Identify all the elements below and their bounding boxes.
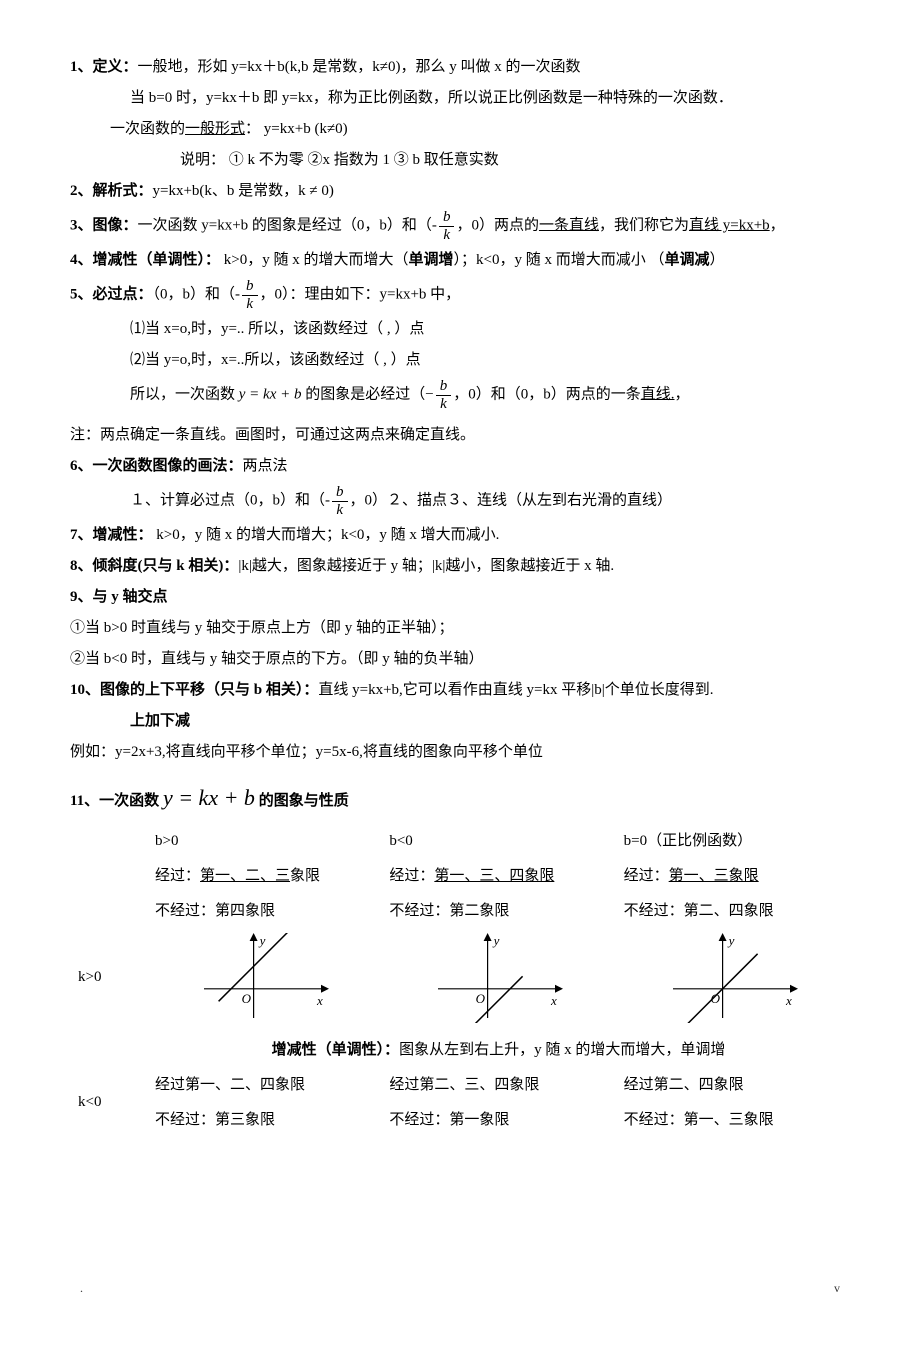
sec-6-l1: １、计算必过点（0，b）和（-bk，0）２、描点３、连线（从左到右光滑的直线） bbox=[70, 484, 850, 518]
def-line3: 一次函数的一般形式： y=kx+b (k≠0) bbox=[70, 116, 850, 143]
table-row: 不经过：第四象限 不经过：第二象限 不经过：第二、四象限 bbox=[70, 894, 850, 929]
sec-10: 10、图像的上下平移（只与 b 相关）：直线 y=kx+b,它可以看作由直线 y… bbox=[70, 677, 850, 704]
k-pos-label: k>0 bbox=[70, 929, 147, 1027]
properties-table: b>0 b<0 b=0（正比例函数） 经过：第一、二、三象限 经过：第一、三、四… bbox=[70, 824, 850, 1138]
def-line4: 说明： ① k 不为零 ②x 指数为 1 ③ b 取任意实数 bbox=[70, 147, 850, 174]
svg-text:x: x bbox=[785, 992, 792, 1007]
col-b-zero: b=0（正比例函数） bbox=[616, 824, 850, 859]
sec-9-l1: ①当 b>0 时直线与 y 轴交于原点上方（即 y 轴的正半轴）； bbox=[70, 615, 850, 642]
sec-8: 8、倾斜度(只与 k 相关)：|k|越大，图象越接近于 y 轴；|k|越小，图象… bbox=[70, 553, 850, 580]
sec-5-l2: ⑵当 y=o,时，x=..所以，该函数经过（ , ）点 bbox=[70, 347, 850, 374]
table-row: 不经过：第三象限 不经过：第一象限 不经过：第一、三象限 bbox=[70, 1103, 850, 1138]
sec-5-l1: ⑴当 x=o,时，y=.. 所以，该函数经过（ , ）点 bbox=[70, 316, 850, 343]
fraction-b-k: bk bbox=[436, 378, 452, 412]
sec-10-sub: 上加下减 bbox=[70, 708, 850, 735]
table-row: 经过：第一、二、三象限 经过：第一、三、四象限 经过：第一、三象限 bbox=[70, 859, 850, 894]
page-footer: . v bbox=[70, 1278, 850, 1300]
sec-6: 6、一次函数图像的画法：两点法 bbox=[70, 453, 850, 480]
fraction-b-k: bk bbox=[439, 209, 455, 243]
k-neg-label: k<0 bbox=[70, 1068, 147, 1138]
svg-text:x: x bbox=[550, 992, 557, 1007]
svg-text:x: x bbox=[316, 992, 323, 1007]
svg-text:O: O bbox=[710, 990, 720, 1005]
sec-2: 2、解析式：y=kx+b(k、b 是常数，k ≠ 0) bbox=[70, 178, 850, 205]
graph-kpos-bneg: Ox y bbox=[433, 933, 563, 1023]
col-b-neg: b<0 bbox=[381, 824, 615, 859]
sec-5-l3: 所以，一次函数 y = kx + b 的图象是必经过（−bk，0）和（0，b）两… bbox=[70, 378, 850, 412]
svg-text:O: O bbox=[242, 990, 252, 1005]
graph-kpos-bpos: Ox y bbox=[199, 933, 329, 1023]
svg-text:y: y bbox=[258, 933, 266, 948]
graph-kpos-bzero: Ox y bbox=[668, 933, 798, 1023]
sec-10-ex: 例如：y=2x+3,将直线向平移个单位；y=5x-6,将直线的图象向平移个单位 bbox=[70, 739, 850, 766]
sec-7: 7、增减性： k>0，y 随 x 的增大而增大；k<0，y 随 x 增大而减小. bbox=[70, 522, 850, 549]
table-row-graphs: k>0 Ox y Ox y Ox y bbox=[70, 929, 850, 1027]
fraction-b-k: bk bbox=[242, 278, 258, 312]
def-line2: 当 b=0 时，y=kx＋b 即 y=kx，称为正比例函数，所以说正比例函数是一… bbox=[70, 85, 850, 112]
table-row-mid: 增减性（单调性）：图象从左到右上升，y 随 x 的增大而增大，单调增 bbox=[70, 1027, 850, 1068]
svg-text:y: y bbox=[492, 933, 500, 948]
table-header-row: b>0 b<0 b=0（正比例函数） bbox=[70, 824, 850, 859]
table-row: k<0 经过第一、二、四象限 经过第二、三、四象限 经过第二、四象限 bbox=[70, 1068, 850, 1103]
sec-4: 4、增减性（单调性）： k>0，y 随 x 的增大而增大（单调增）；k<0，y … bbox=[70, 247, 850, 274]
svg-text:y: y bbox=[726, 933, 734, 948]
sec-9: 9、与 y 轴交点 bbox=[70, 584, 850, 611]
sec-11: 11、一次函数 y = kx + b 的图象与性质 bbox=[70, 778, 850, 818]
sec-5: 5、必过点：（0，b）和（-bk，0）：理由如下：y=kx+b 中， bbox=[70, 278, 850, 312]
svg-text:O: O bbox=[476, 990, 486, 1005]
note: 注：两点确定一条直线。画图时，可通过这两点来确定直线。 bbox=[70, 422, 850, 449]
sec-3: 3、图像：一次函数 y=kx+b 的图象是经过（0，b）和（-bk，0）两点的一… bbox=[70, 209, 850, 243]
def-line1: 1、定义：一般地，形如 y=kx＋b(k,b 是常数，k≠0)，那么 y 叫做 … bbox=[70, 54, 850, 81]
col-b-pos: b>0 bbox=[147, 824, 381, 859]
sec-9-l2: ②当 b<0 时，直线与 y 轴交于原点的下方。（即 y 轴的负半轴） bbox=[70, 646, 850, 673]
fraction-b-k: bk bbox=[332, 484, 348, 518]
